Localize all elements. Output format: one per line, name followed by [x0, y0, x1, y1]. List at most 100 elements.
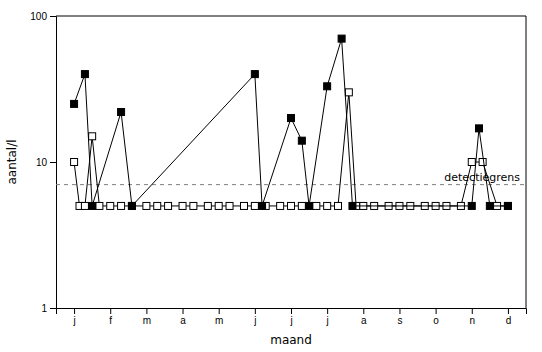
y-tick-label: 1 — [41, 303, 47, 314]
x-tick-mark — [74, 308, 75, 314]
x-tick: j — [253, 308, 256, 326]
x-tick: a — [180, 308, 186, 326]
series-marker — [143, 202, 150, 209]
chart: j f m a m j j j a s o n d 1 10 100 detectiegrens maand aan… — [0, 0, 542, 352]
x-tick-mark — [436, 308, 437, 314]
series-marker — [306, 202, 313, 209]
x-tick-mark — [110, 308, 111, 314]
x-tick-label: a — [361, 315, 367, 326]
series-marker — [251, 71, 258, 78]
series-marker — [81, 71, 88, 78]
series-marker — [486, 202, 493, 209]
series-marker — [468, 159, 475, 166]
series-marker — [298, 137, 305, 144]
series-marker — [81, 202, 88, 209]
x-tick: m — [215, 308, 223, 326]
series-line — [74, 92, 508, 206]
series-marker — [479, 159, 486, 166]
series-marker — [288, 202, 295, 209]
series-marker — [288, 115, 295, 122]
x-tick: f — [109, 308, 112, 326]
x-axis: jfmamjjjasond — [57, 308, 527, 326]
x-tick-label: f — [109, 315, 112, 326]
series-marker — [504, 202, 511, 209]
y-tick: 100 — [30, 11, 56, 22]
y-tick-mark — [50, 16, 56, 17]
x-tick-mark — [472, 308, 473, 314]
series-marker — [128, 202, 135, 209]
series-marker — [71, 100, 78, 107]
x-tick-label: m — [143, 315, 151, 326]
series-marker — [179, 202, 186, 209]
x-tick: j — [289, 308, 292, 326]
y-tick-label: 100 — [30, 11, 47, 22]
series-marker — [204, 202, 211, 209]
x-tick-label: j — [289, 315, 292, 326]
series-marker — [96, 202, 103, 209]
x-tick-mark — [508, 308, 509, 314]
frame-right — [526, 16, 527, 308]
x-tick: m — [143, 308, 151, 326]
x-tick-mark — [183, 308, 184, 314]
x-tick: j — [326, 308, 329, 326]
y-tick: 1 — [41, 303, 56, 314]
x-tick-label: a — [180, 315, 186, 326]
x-tick-mark — [219, 308, 220, 314]
series-marker — [226, 202, 233, 209]
frame-top — [56, 16, 526, 17]
series-marker — [215, 202, 222, 209]
series-line — [74, 39, 508, 206]
series-marker — [313, 202, 320, 209]
series-marker — [165, 202, 172, 209]
x-tick: o — [433, 308, 439, 326]
series-marker — [476, 125, 483, 132]
y-axis: 1 10 100 — [30, 11, 56, 314]
series-marker — [345, 89, 352, 96]
series-marker — [118, 109, 125, 116]
x-tick: a — [361, 308, 367, 326]
x-tick-label: m — [215, 315, 223, 326]
series-marker — [89, 202, 96, 209]
x-tick-mark — [363, 308, 364, 314]
x-tick-label: j — [72, 315, 75, 326]
x-tick-mark — [255, 308, 256, 314]
x-tick-label: j — [326, 315, 329, 326]
x-tick: d — [506, 308, 512, 326]
y-tick-mark — [50, 308, 56, 309]
x-tick-label: o — [433, 315, 439, 326]
y-tick: 10 — [36, 157, 56, 168]
reference-label: detectiegrens — [444, 171, 520, 184]
marks — [56, 35, 526, 209]
x-axis-line — [57, 309, 527, 315]
series-marker — [190, 202, 197, 209]
series-marker — [107, 202, 114, 209]
x-axis-title: maand — [270, 333, 312, 347]
series-marker — [349, 202, 356, 209]
x-tick: s — [397, 308, 402, 326]
series-marker — [298, 202, 305, 209]
series — [71, 89, 512, 210]
series-marker — [154, 202, 161, 209]
x-tick-label: s — [397, 315, 402, 326]
series-marker — [89, 133, 96, 140]
plot: j f m a m j j j a s o n d 1 10 100 detectiegrens — [30, 11, 526, 326]
series-marker — [324, 202, 331, 209]
series-marker — [277, 202, 284, 209]
series-marker — [251, 202, 258, 209]
x-tick-label: j — [253, 315, 256, 326]
series-marker — [128, 202, 135, 209]
y-tick-mark — [50, 162, 56, 163]
reference-line — [56, 184, 526, 185]
series-marker — [335, 202, 342, 209]
series-marker — [504, 202, 511, 209]
y-axis-title: aantal/l — [5, 139, 19, 184]
x-tick: n — [469, 308, 475, 326]
x-tick-mark — [327, 308, 328, 314]
series-marker — [324, 83, 331, 90]
series-marker — [468, 202, 475, 209]
series-marker — [241, 202, 248, 209]
series-marker — [338, 35, 345, 42]
series-marker — [71, 159, 78, 166]
x-tick: j — [72, 308, 75, 326]
y-axis-line — [50, 17, 57, 309]
